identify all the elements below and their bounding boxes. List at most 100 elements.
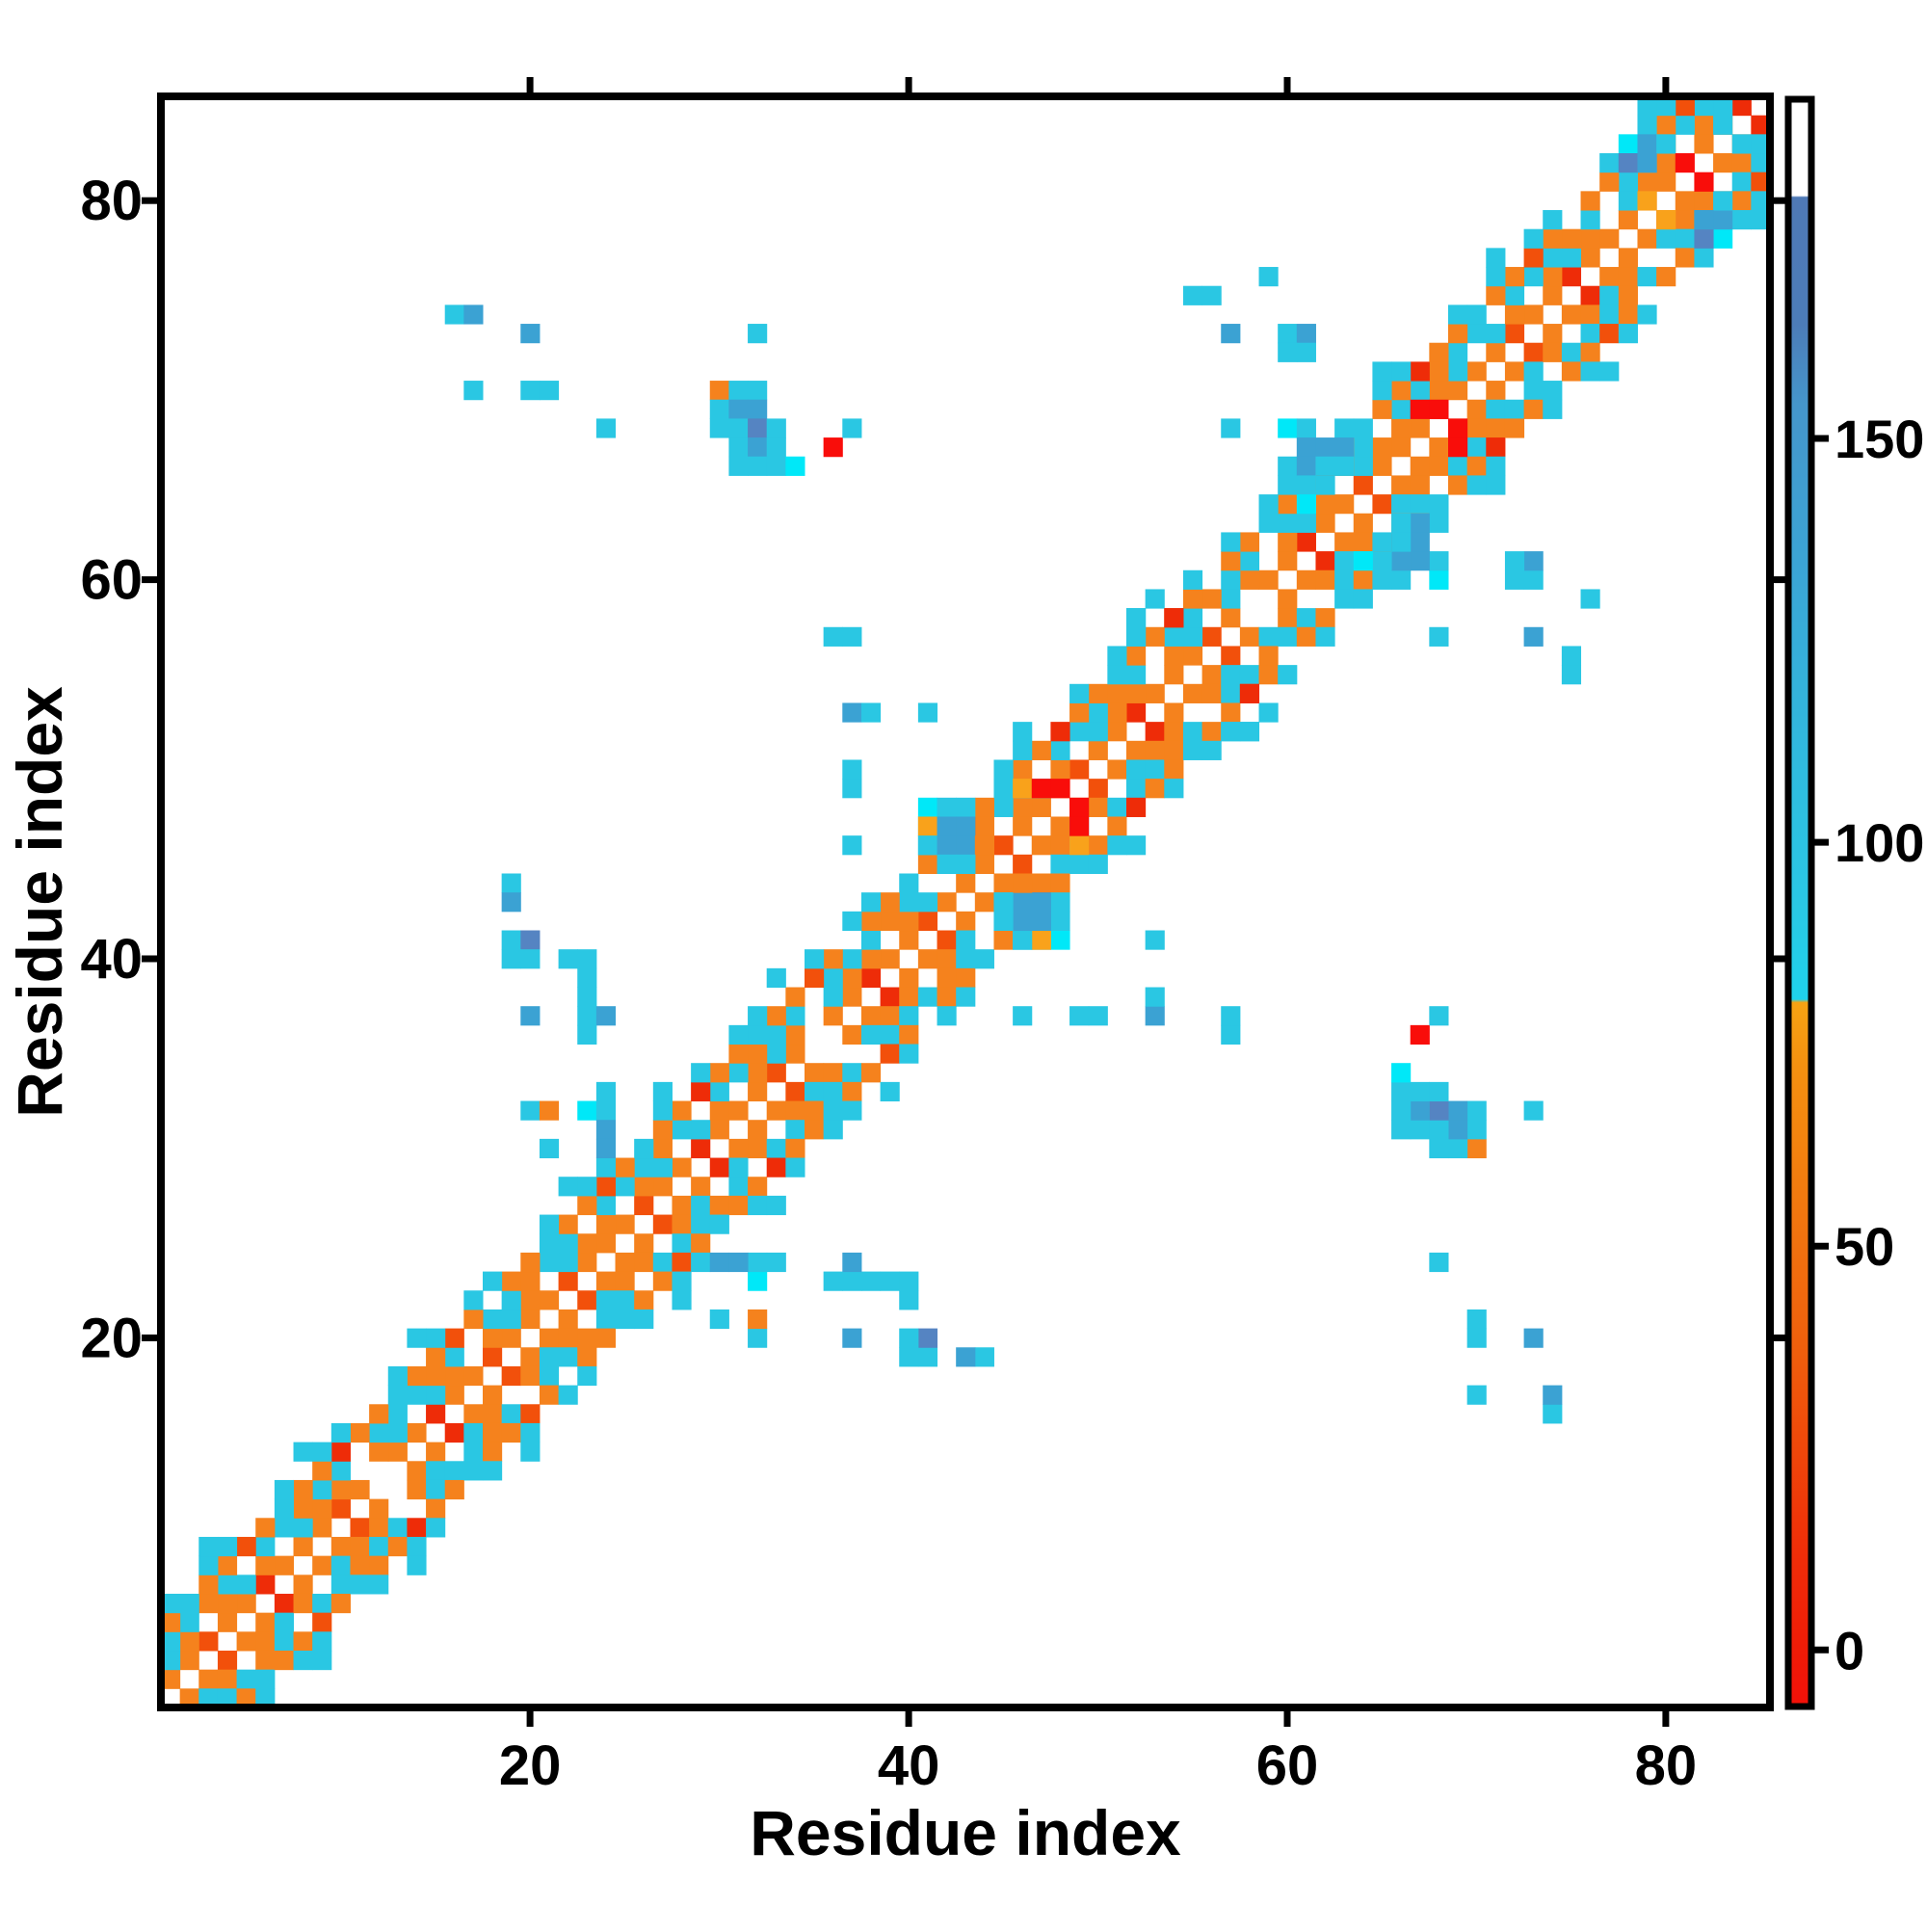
heatmap-cell	[293, 1518, 313, 1538]
heatmap-cell	[956, 1347, 976, 1367]
heatmap-cell	[1278, 608, 1298, 628]
colorbar-tick-label: 0	[1835, 1620, 1864, 1681]
heatmap-cell	[577, 1252, 597, 1273]
heatmap-cell	[766, 1063, 786, 1083]
heatmap-cell	[860, 1063, 882, 1083]
heatmap-cell	[1296, 569, 1316, 590]
heatmap-cell	[1296, 608, 1316, 628]
heatmap-cell	[198, 1555, 219, 1575]
heatmap-cell	[842, 759, 862, 780]
heatmap-cell	[1466, 399, 1487, 419]
heatmap-cell	[937, 797, 957, 817]
heatmap-cell	[330, 1461, 351, 1481]
heatmap-cell	[1486, 437, 1506, 458]
heatmap-cell	[1334, 532, 1355, 552]
heatmap-cell	[993, 911, 1014, 932]
heatmap-cell	[1486, 418, 1506, 438]
heatmap-cell	[748, 1044, 768, 1064]
heatmap-cell	[748, 1252, 768, 1273]
heatmap-cell	[785, 1024, 805, 1045]
heatmap-cell	[823, 967, 843, 989]
heatmap-cell	[728, 1157, 749, 1178]
heatmap-cell	[1278, 551, 1298, 571]
heatmap-cell	[520, 1309, 541, 1330]
heatmap-cell	[937, 987, 957, 1007]
heatmap-cell	[1523, 569, 1544, 590]
heatmap-cell	[577, 1177, 597, 1197]
heatmap-cell	[823, 437, 843, 458]
heatmap-cell	[748, 1006, 768, 1026]
heatmap-cell	[1088, 683, 1108, 703]
heatmap-cell	[1278, 342, 1298, 362]
heatmap-cell	[1543, 381, 1563, 401]
heatmap-cell	[1050, 911, 1070, 932]
heatmap-cell	[1543, 285, 1563, 305]
heatmap-cell	[860, 702, 882, 723]
heatmap-cell	[993, 892, 1014, 913]
heatmap-cell	[993, 797, 1014, 817]
heatmap-cell	[1618, 248, 1638, 268]
heatmap-cell	[558, 1214, 578, 1234]
heatmap-cell	[595, 1006, 617, 1026]
heatmap-cell	[330, 1479, 351, 1500]
heatmap-cell	[444, 1461, 464, 1481]
heatmap-cell	[652, 1120, 673, 1140]
heatmap-cell	[1221, 702, 1241, 723]
heatmap-cell	[823, 1100, 843, 1121]
y-tick-label: 60	[80, 549, 143, 612]
heatmap-cell	[539, 1365, 560, 1387]
heatmap-cell	[1486, 285, 1506, 305]
heatmap-cell	[1258, 267, 1279, 287]
heatmap-cell	[1069, 816, 1090, 836]
heatmap-cell	[1391, 399, 1412, 419]
heatmap-cell	[860, 1006, 882, 1026]
heatmap-cell	[842, 1328, 862, 1348]
heatmap-cell	[728, 1252, 749, 1273]
heatmap-cell	[1069, 683, 1090, 703]
heatmap-cell	[1751, 210, 1771, 230]
heatmap-cell	[1561, 342, 1582, 362]
heatmap-cell	[709, 399, 729, 419]
heatmap-cell	[1182, 608, 1203, 628]
heatmap-cell	[387, 1404, 408, 1424]
heatmap-cell	[1315, 513, 1335, 533]
heatmap-cell	[1088, 1006, 1108, 1026]
heatmap-cell	[1637, 228, 1657, 249]
heatmap-cell	[1751, 134, 1771, 154]
heatmap-cell	[1372, 399, 1392, 419]
heatmap-cell	[1523, 1100, 1544, 1121]
heatmap-cell	[709, 1252, 729, 1273]
heatmap-cell	[1221, 683, 1241, 703]
heatmap-cell	[1731, 191, 1752, 211]
heatmap-cell	[728, 1063, 749, 1083]
heatmap-cell	[1391, 569, 1412, 590]
heatmap-cell	[917, 797, 938, 817]
heatmap-cell	[615, 1177, 635, 1197]
axis-ticks	[142, 77, 1789, 1727]
heatmap-cell	[312, 1518, 332, 1538]
heatmap-cell	[1050, 759, 1070, 780]
heatmap-cell	[1486, 267, 1506, 287]
heatmap-cell	[823, 1006, 843, 1026]
heatmap-cell	[956, 873, 976, 893]
heatmap-cell	[330, 1442, 351, 1462]
heatmap-cell	[577, 949, 597, 969]
heatmap-cell	[558, 1347, 578, 1367]
heatmap-cell	[1694, 248, 1714, 268]
heatmap-cell	[1523, 361, 1544, 382]
heatmap-cell	[728, 1177, 749, 1197]
heatmap-cell	[1504, 285, 1525, 305]
heatmap-cell	[1296, 437, 1316, 458]
heatmap-cell	[709, 1157, 729, 1178]
heatmap-cell	[1523, 248, 1544, 268]
heatmap-cell	[387, 1442, 408, 1462]
heatmap-cell	[842, 626, 862, 647]
heatmap-cell	[255, 1669, 276, 1689]
heatmap-cell	[426, 1404, 446, 1424]
heatmap-cell	[1618, 324, 1638, 344]
heatmap-cell	[1618, 210, 1638, 230]
heatmap-cell	[179, 1650, 199, 1671]
heatmap-cell	[463, 1365, 484, 1387]
heatmap-cell	[766, 437, 786, 458]
heatmap-cell	[917, 702, 938, 723]
